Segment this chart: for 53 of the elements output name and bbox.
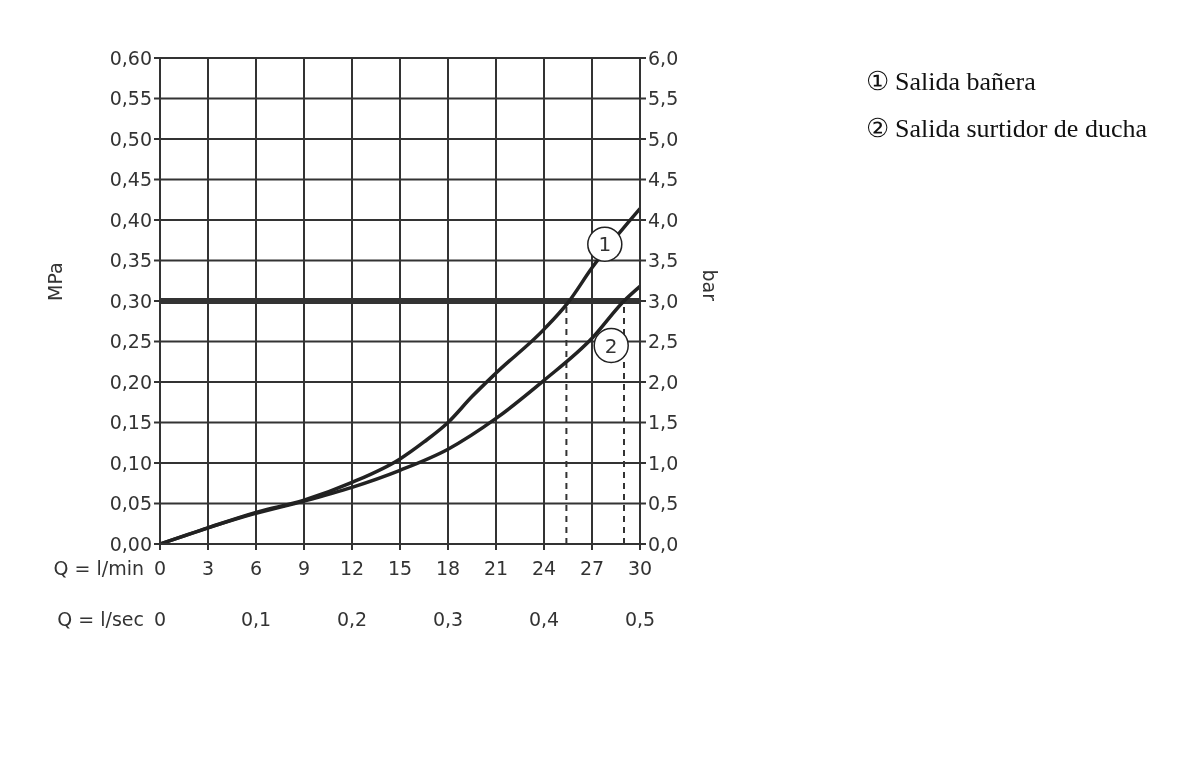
annotation: 1 (598, 232, 612, 257)
x-tick-label: 12 (339, 557, 365, 580)
x-tick-label: 0 (153, 557, 167, 580)
x2-tick-label: 0,3 (432, 608, 464, 630)
circle-outline: 1 (587, 226, 623, 263)
y-tick-label: 0,20 (109, 370, 152, 393)
y-axis-title: MPa (43, 262, 66, 301)
x2-axis-title: Q = l/sec (57, 608, 144, 630)
x-tick-label: 18 (435, 557, 461, 580)
y2-tick-label: 0,5 (648, 492, 679, 515)
text: ② Salida surtidor de ducha (865, 113, 1147, 145)
x2-tick-label: 0,2 (336, 608, 368, 630)
y-tick-label: 0,10 (109, 451, 152, 474)
x-tick-label: 9 (297, 557, 311, 580)
x-tick-label: 21 (483, 557, 509, 580)
text: ① Salida bañera (865, 66, 1037, 98)
y2-tick-label: 4,5 (648, 168, 679, 191)
y2-tick-label: 6,0 (648, 46, 679, 69)
y-tick-label: 0,00 (109, 532, 152, 555)
x-tick-label: 27 (579, 557, 605, 580)
y2-tick-label: 0,0 (648, 532, 679, 555)
x-tick-label: 3 (201, 557, 215, 580)
y-tick-label: 0,55 (109, 87, 152, 110)
x-tick-label: 30 (627, 557, 653, 580)
y2-tick-label: 5,0 (648, 127, 679, 150)
x2-tick-label: 0,5 (624, 608, 656, 630)
x2-tick-label: 0 (153, 608, 167, 630)
y-tick-label: 0,45 (109, 168, 152, 191)
x-tick-label: 6 (249, 557, 263, 580)
x-tick-label: 15 (387, 557, 413, 580)
x-axis-title: Q = l/min (53, 556, 144, 579)
x-tick-label: 24 (531, 557, 557, 580)
y2-axis-title: bar (699, 269, 722, 302)
y-tick-label: 0,30 (109, 289, 152, 312)
annotation: 2 (604, 333, 618, 358)
circle-outline: 2 (593, 327, 629, 364)
y-tick-label: 0,05 (109, 492, 152, 515)
x2-tick-label: 0,1 (240, 608, 272, 630)
y-tick-label: 0,15 (109, 411, 152, 434)
y2-tick-label: 3,0 (648, 289, 679, 312)
y-tick-label: 0,25 (109, 330, 152, 353)
y-tick-label: 0,60 (109, 46, 152, 69)
y-tick-label: 0,35 (109, 249, 152, 272)
y2-tick-label: 1,5 (648, 411, 679, 434)
y2-tick-label: 5,5 (648, 87, 679, 110)
y2-tick-label: 2,0 (648, 370, 679, 393)
y2-tick-label: 4,0 (648, 208, 679, 231)
x2-tick-label: 0,4 (528, 608, 560, 630)
y2-tick-label: 1,0 (648, 451, 679, 474)
y2-tick-label: 3,5 (648, 249, 679, 272)
y-tick-label: 0,40 (109, 208, 152, 231)
y-tick-label: 0,50 (109, 127, 152, 150)
y2-tick-label: 2,5 (648, 330, 679, 353)
